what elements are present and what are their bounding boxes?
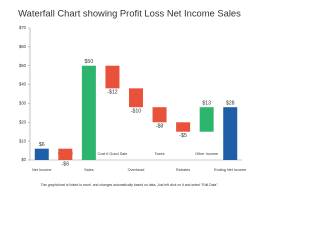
y-tick-label: $70: [19, 25, 27, 30]
x-tick-label: Cost if Good Sale: [98, 152, 128, 156]
bar: [199, 107, 214, 132]
x-tick-label: Other Income: [195, 152, 218, 156]
x-tick-label: Rebates: [176, 168, 190, 172]
value-label: -$8: [156, 124, 164, 130]
x-tick-label: Sales: [84, 168, 94, 172]
bar: [105, 65, 120, 89]
chart-title: Waterfall Chart showing Profit Loss Net …: [18, 7, 241, 18]
value-label: -$10: [131, 109, 141, 115]
bar: [223, 107, 238, 160]
value-label: -$12: [107, 90, 117, 96]
value-label: $28: [226, 101, 235, 107]
x-tick-label: Overhead: [128, 168, 145, 172]
y-tick-label: $60: [19, 44, 27, 49]
y-tick-label: $10: [19, 138, 27, 143]
bar: [58, 148, 73, 160]
footnote: This graph/chart is linked to excel, and…: [41, 183, 219, 187]
value-label: $50: [85, 59, 94, 65]
value-label: -$6: [62, 161, 70, 167]
y-tick-label: $30: [19, 101, 27, 106]
bar: [176, 122, 191, 132]
y-tick-label: $40: [19, 82, 27, 87]
bar: [152, 107, 167, 123]
bar: [129, 88, 143, 108]
bar: [81, 65, 96, 160]
x-tick-label: Net Income: [32, 168, 51, 172]
y-tick-label: $0: [21, 157, 26, 162]
bar: [34, 148, 49, 160]
value-label: $13: [202, 101, 211, 107]
value-label: $6: [39, 142, 45, 148]
chart: Waterfall Chart showing Profit Loss Net …: [18, 7, 246, 187]
x-tick-label: Ending Net Income: [214, 168, 246, 172]
x-tick-label: Taxes: [155, 152, 165, 156]
y-tick-label: $50: [19, 63, 27, 68]
value-label: -$5: [179, 133, 187, 139]
y-tick-label: $20: [19, 119, 27, 124]
